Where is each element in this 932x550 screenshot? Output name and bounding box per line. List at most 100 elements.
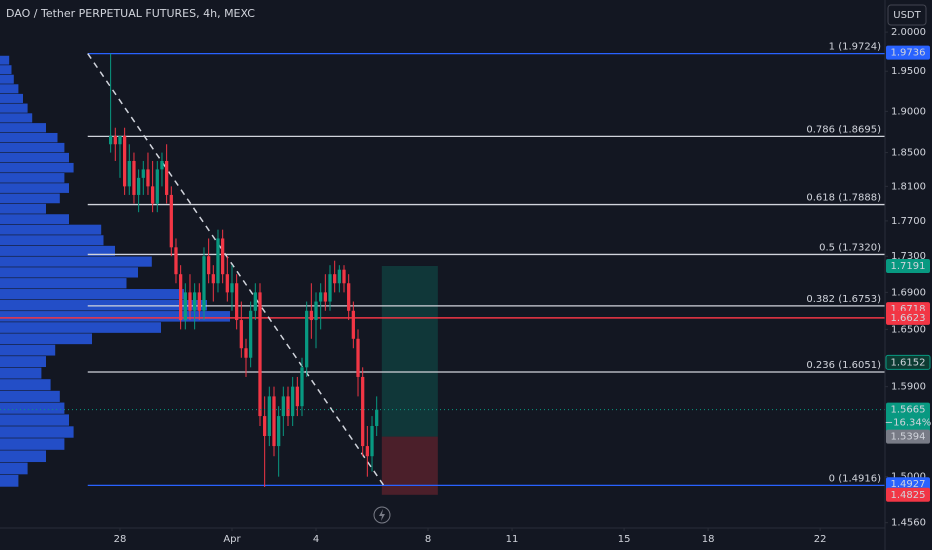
y-tick-label: 1.8100: [891, 181, 926, 192]
candle-body: [314, 301, 318, 321]
candle-body: [249, 310, 253, 358]
volume-profile-bar: [0, 322, 161, 333]
price-tag-label: 1.7191: [891, 261, 926, 272]
candle-body: [207, 256, 211, 275]
candle-body: [179, 274, 183, 321]
candle-body: [291, 386, 295, 417]
volume-profile-bar: [0, 93, 23, 103]
candle-body: [295, 386, 299, 407]
volume-profile-bar: [0, 245, 115, 256]
price-tag: [886, 429, 930, 444]
candle-body: [108, 135, 113, 145]
candle-body: [174, 247, 178, 275]
candle-body: [160, 160, 164, 170]
volume-profile-bar: [0, 438, 65, 450]
volume-profile-bar: [0, 311, 230, 322]
volume-profile-bar: [0, 278, 127, 289]
volume-profile-bar: [0, 289, 184, 300]
candle-body: [193, 292, 197, 311]
volume-profile-bar: [0, 344, 56, 356]
volume-profile-bar: [0, 462, 28, 475]
y-tick-label: 1.6900: [891, 287, 926, 298]
candle-body: [361, 376, 365, 447]
candle-body: [202, 256, 206, 311]
price-tag-label: 1.9736: [891, 48, 926, 59]
volume-profile-bar: [0, 74, 14, 84]
x-tick-label: 8: [425, 534, 431, 545]
candle-body: [305, 310, 309, 368]
candle-body: [328, 274, 332, 302]
price-tag: [886, 45, 930, 60]
candle-body: [118, 135, 122, 145]
fib-level-label: 0.618 (1.7888): [806, 193, 881, 204]
y-tick-label: 1.5900: [891, 382, 926, 393]
candle-body: [277, 416, 281, 447]
candle-body: [300, 367, 304, 407]
price-tag: [885, 354, 931, 370]
fib-level-label: 0.786 (1.8695): [806, 124, 881, 135]
y-tick-label: 1.7300: [891, 251, 926, 262]
candle-body: [342, 269, 346, 284]
plot-area: 1 (1.9724) 0.786 (1.8695) 0.618 (1.7888) 0.…: [0, 42, 885, 495]
volume-profile-bar: [0, 55, 10, 65]
currency-label[interactable]: USDT: [893, 10, 921, 21]
event-bolt[interactable]: [379, 509, 385, 521]
y-tick-label: 1.8500: [891, 148, 926, 159]
volume-profile-bar: [0, 162, 74, 173]
candle-body: [258, 292, 262, 417]
volume-profile-bar: [0, 214, 69, 225]
price-tag-label: 1.6152: [891, 357, 926, 368]
candle-body: [370, 426, 374, 457]
volume-profile-bar: [0, 203, 46, 214]
y-tick-label: 2.0000: [891, 27, 926, 38]
fib-level-label: 0.236 (1.6051): [806, 360, 881, 371]
price-tag: [886, 487, 930, 502]
candle-body: [267, 396, 271, 437]
candle-body: [230, 283, 234, 293]
price-tag: [886, 310, 930, 325]
candle-body: [221, 238, 225, 275]
candle-body: [122, 135, 127, 187]
volume-profile-bar: [0, 113, 33, 123]
x-tick-label: 28: [114, 534, 127, 545]
candle-body: [141, 169, 145, 178]
candle-body: [309, 310, 313, 321]
candle-body: [286, 396, 290, 417]
x-tick-label: 15: [618, 534, 631, 545]
candle-body: [323, 292, 327, 302]
volume-profile-bar: [0, 450, 46, 463]
candle-body: [337, 269, 341, 284]
price-tag-label: 1.6623: [891, 313, 926, 324]
price-tag: [886, 258, 930, 273]
volume-profile-bar: [0, 173, 65, 183]
candle-body: [235, 283, 239, 321]
volume-profile-bar: [0, 333, 92, 345]
volume-profile-bar: [0, 367, 42, 379]
candle-body: [351, 310, 355, 339]
x-tick-label: 22: [814, 534, 827, 545]
candle-body: [333, 274, 337, 284]
candle-body: [319, 292, 323, 302]
event-circle[interactable]: [373, 506, 391, 524]
position-loss-zone: [381, 436, 438, 495]
currency-button[interactable]: [887, 4, 927, 26]
candle-body: [211, 274, 215, 284]
candle-body: [188, 292, 192, 311]
volume-profile-bar: [0, 152, 69, 163]
volume-profile-bar: [0, 402, 65, 414]
candle-body: [356, 338, 360, 377]
candle-body: [225, 274, 229, 293]
volume-profile-bar: [0, 414, 69, 426]
x-tick-label: 18: [702, 534, 715, 545]
volume-profile-bar: [0, 193, 60, 204]
candle-body: [132, 160, 136, 195]
fib-level-label: 0.5 (1.7320): [819, 242, 881, 253]
candle-body: [183, 292, 187, 321]
event-icon[interactable]: [373, 506, 391, 524]
volume-profile-bar: [0, 426, 74, 438]
volume-profile-bar: [0, 256, 152, 267]
volume-profile-bar: [0, 390, 60, 402]
candle-body: [239, 320, 243, 349]
